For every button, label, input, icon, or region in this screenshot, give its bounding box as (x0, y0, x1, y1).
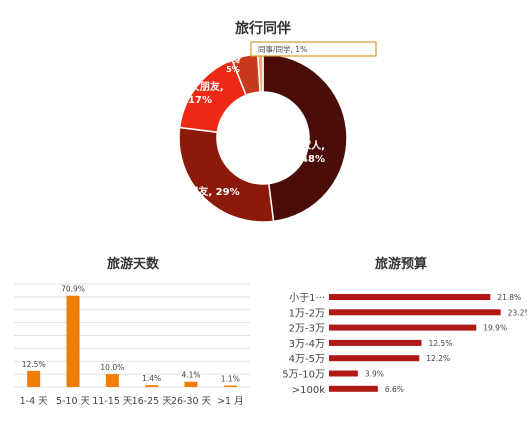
donut-slice-label: 朋友, 29% (187, 185, 239, 198)
callout-box (250, 41, 377, 57)
days-value-label: 1.4% (142, 374, 161, 383)
days-chart-title: 旅游天数 (107, 256, 160, 272)
budget-value-label: 3.9% (365, 370, 384, 379)
budget-category-label: 5万-10万 (282, 370, 325, 381)
budget-value-label: 12.5% (429, 339, 453, 348)
travel-budget-bar-chart: 旅游预算 小于1··· 21.8% 1万-2万 23.2% 2万-3万 19.9% 3万-4… (282, 256, 527, 396)
budget-value-label: 19.9% (483, 324, 507, 333)
days-bar (105, 374, 119, 387)
budget-bars: 小于1··· 21.8% 1万-2万 23.2% 2万-3万 19.9% 3万-4万 12.5… (282, 292, 527, 396)
budget-bar (329, 370, 358, 377)
days-category-label: >1 月 (217, 396, 244, 407)
days-bar (145, 385, 159, 387)
donut-slice-label: 单身 (225, 54, 241, 64)
budget-bar (329, 355, 420, 362)
donut-slice (262, 53, 348, 223)
days-value-label: 4.1% (181, 371, 200, 380)
budget-value-label: 12.2% (426, 354, 450, 363)
budget-bar (329, 324, 477, 331)
donut-slice-value: 48% (301, 154, 325, 165)
days-category-label: 5-10 天 (56, 396, 91, 407)
budget-category-label: 2万-3万 (289, 324, 325, 335)
budget-bar (329, 339, 422, 346)
days-value-label: 70.9% (61, 285, 85, 294)
budget-bar (329, 309, 501, 316)
budget-value-label: 6.6% (385, 385, 404, 394)
days-bar (184, 381, 198, 387)
days-bar (66, 295, 80, 387)
budget-category-label: 3万-4万 (289, 339, 325, 350)
donut-slice-value: 17% (188, 95, 212, 106)
companion-donut-chart: 旅行同伴 家人, 48% 朋友, 29% 男/女朋友, 17% 单身5% 同事/同学, 1% (176, 20, 377, 223)
budget-category-label: >100k (292, 385, 325, 396)
budget-category-label: 小于1··· (289, 292, 325, 304)
donut-slice-value: 5% (226, 65, 240, 74)
budget-value-label: 23.2% (508, 308, 527, 317)
days-category-label: 1-4 天 (20, 396, 49, 407)
budget-bar (329, 294, 491, 300)
days-gridlines (14, 283, 250, 388)
donut-slice-label: 家人, (301, 139, 325, 152)
days-category-label: 16-25 天 (132, 396, 173, 407)
donut-slices (178, 53, 348, 223)
companion-chart-title: 旅行同伴 (235, 20, 291, 37)
days-value-label: 1.1% (221, 375, 240, 384)
budget-chart-title: 旅游预算 (375, 256, 427, 272)
budget-category-label: 4万-5万 (289, 354, 325, 365)
days-category-label: 26-30 天 (171, 396, 212, 407)
donut-slice-label: 男/女朋友, (176, 80, 223, 93)
days-bars: 12.5% 1-4 天 70.9% 5-10 天 10.0% 11-15 天 1.4% 16-… (20, 285, 244, 407)
budget-value-label: 21.8% (497, 293, 521, 302)
donut-labels: 家人, 48% 朋友, 29% 男/女朋友, 17% 单身5% 同事/同学, 1% (176, 41, 377, 198)
budget-bar (329, 385, 378, 392)
budget-category-label: 1万-2万 (289, 308, 325, 319)
days-value-label: 10.0% (100, 363, 124, 372)
donut-callout-label: 同事/同学, 1% (258, 44, 307, 54)
donut-slice (178, 126, 275, 223)
days-bar (223, 385, 237, 387)
days-category-label: 11-15 天 (92, 396, 133, 407)
travel-days-bar-chart: 旅游天数 12.5% 1-4 天 70.9% 5-10 天 10.0% 11-15 天 1.… (14, 256, 250, 407)
days-value-label: 12.5% (22, 360, 46, 369)
days-bar (27, 370, 41, 387)
